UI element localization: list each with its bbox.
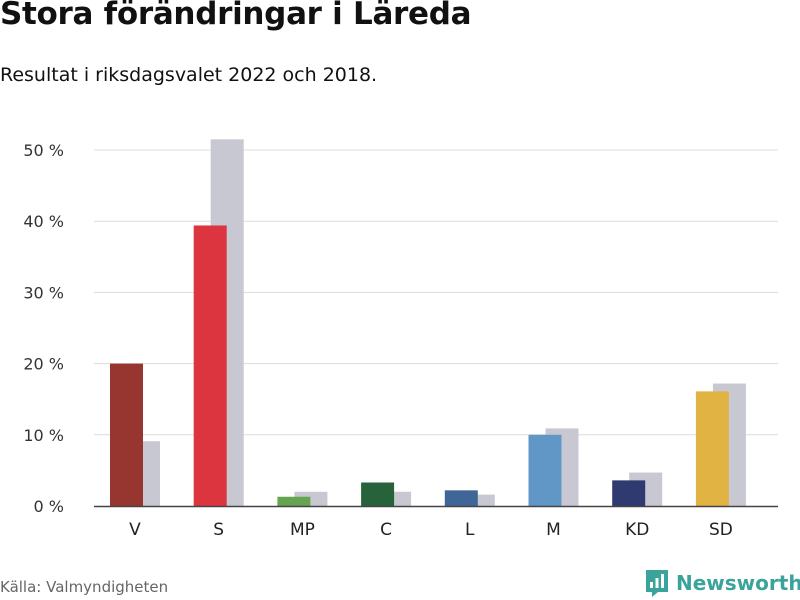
bar-2022-sd [695, 391, 729, 506]
brand-name: Newsworthy [676, 571, 800, 595]
bar-2022-c [361, 482, 395, 506]
x-tick-label: KD [625, 520, 649, 540]
x-tick-label: MP [290, 520, 315, 540]
bar-2022-mp [277, 496, 311, 506]
x-tick-label: V [129, 520, 141, 540]
bar-2022-s [193, 225, 227, 507]
y-tick-label: 30 % [23, 283, 64, 302]
brand: Newsworthy [644, 568, 800, 598]
bar-2022-v [110, 363, 143, 506]
chart-title: Stora förändringar i Läreda [0, 0, 472, 32]
x-tick-label: S [213, 520, 224, 540]
y-tick-label: 20 % [23, 355, 64, 374]
x-tick-label: M [546, 520, 561, 540]
bar-2022-m [528, 434, 562, 506]
bar-2022-kd [612, 480, 646, 506]
y-axis-tick-labels: 0 % 10 % 20 % 30 % 40 % 50 % [23, 141, 64, 516]
source-note: Källa: Valmyndigheten [0, 578, 169, 596]
bars [110, 139, 746, 507]
y-tick-label: 40 % [23, 212, 64, 231]
x-tick-label: C [380, 520, 392, 540]
x-axis-tick-labels: V S MP C L M KD SD [129, 520, 733, 540]
x-tick-label: SD [709, 520, 733, 540]
bar-2022-l [444, 490, 478, 506]
chart-subtitle: Resultat i riksdagsvalet 2022 och 2018. [0, 64, 378, 86]
bar-chart: 0 % 10 % 20 % 30 % 40 % 50 % V S MP C L M KD SD [23, 139, 778, 540]
x-tick-label: L [465, 520, 475, 540]
y-tick-label: 50 % [23, 141, 64, 160]
y-tick-label: 10 % [23, 426, 64, 445]
newsworthy-logo-icon [646, 570, 668, 597]
y-tick-label: 0 % [34, 497, 64, 516]
bar-2018-l [461, 494, 495, 506]
